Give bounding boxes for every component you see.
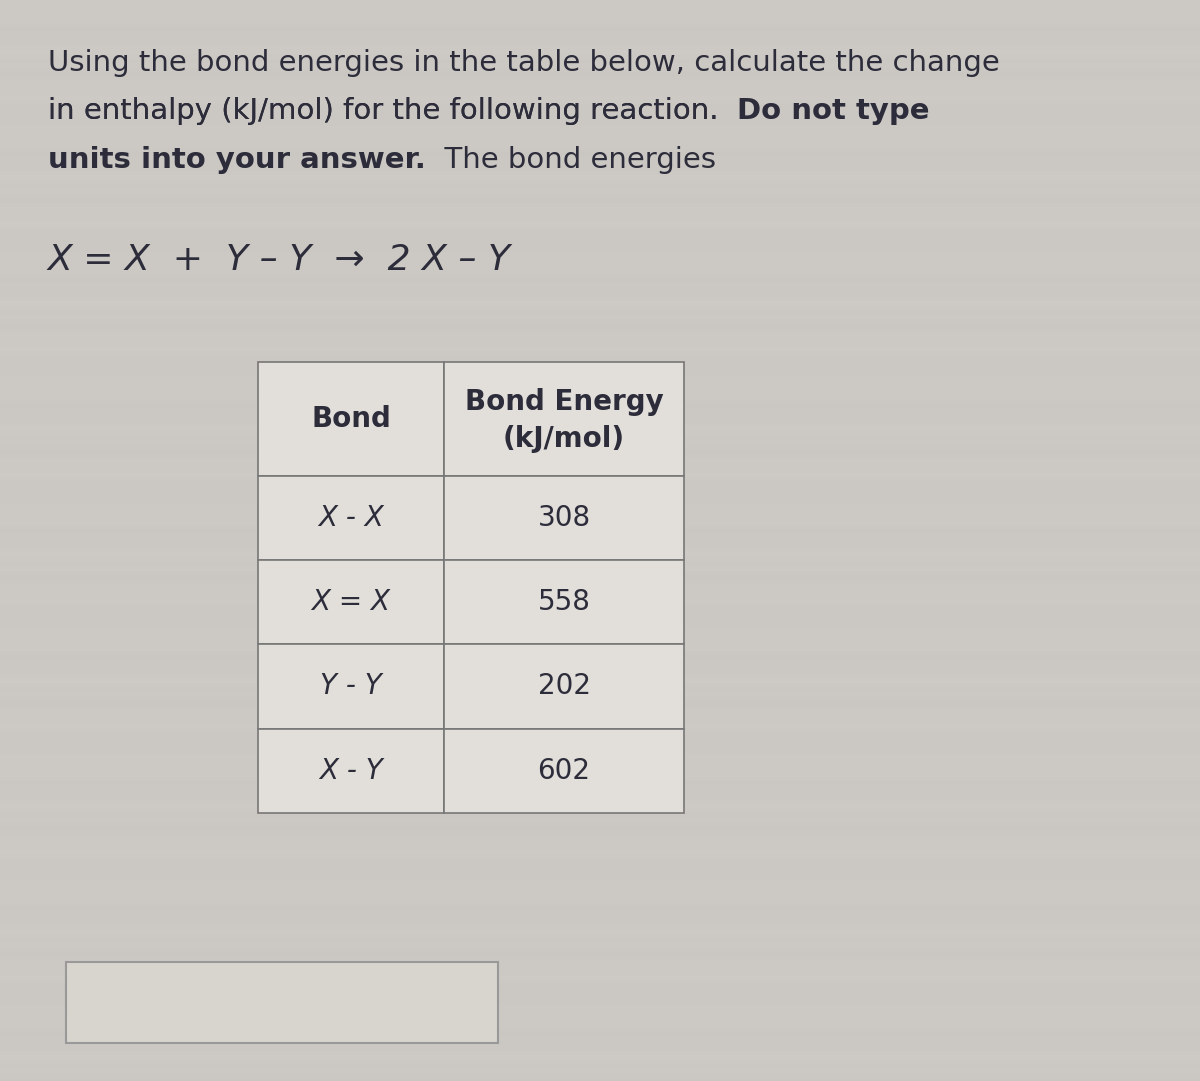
Bar — [66, 962, 498, 1043]
Text: (kJ/mol): (kJ/mol) — [503, 425, 625, 453]
Bar — [444, 476, 684, 560]
Text: Bond: Bond — [311, 405, 391, 432]
Text: Using the bond energies in the table below, calculate the change: Using the bond energies in the table bel… — [48, 49, 1000, 77]
Bar — [258, 476, 444, 560]
Bar — [258, 560, 444, 644]
Text: 202: 202 — [538, 672, 590, 700]
Bar — [444, 644, 684, 729]
Text: X - Y: X - Y — [319, 757, 383, 785]
Text: in enthalpy (kJ/mol) for the following reaction.  ​Do not type: in enthalpy (kJ/mol) for the following r… — [48, 97, 908, 125]
Text: in enthalpy (kJ/mol) for the following reaction.: in enthalpy (kJ/mol) for the following r… — [48, 97, 737, 125]
Text: Bond Energy: Bond Energy — [464, 388, 664, 416]
Text: X = X  +  Y – Y  →  2 X – Y: X = X + Y – Y → 2 X – Y — [48, 243, 511, 277]
Text: X = X: X = X — [312, 588, 390, 616]
Text: units into your answer.: units into your answer. — [48, 146, 426, 174]
Text: Do not type: Do not type — [737, 97, 930, 125]
Text: X - X: X - X — [318, 504, 384, 532]
Text: 602: 602 — [538, 757, 590, 785]
Text: The bond energies: The bond energies — [426, 146, 716, 174]
Bar — [258, 362, 444, 476]
Text: 308: 308 — [538, 504, 590, 532]
Bar — [444, 362, 684, 476]
Bar — [444, 560, 684, 644]
Bar — [258, 644, 444, 729]
Text: Y - Y: Y - Y — [320, 672, 382, 700]
Text: 558: 558 — [538, 588, 590, 616]
Bar — [444, 729, 684, 813]
Text: in enthalpy (kJ/mol) for the following reaction.: in enthalpy (kJ/mol) for the following r… — [48, 97, 737, 125]
Bar — [258, 729, 444, 813]
